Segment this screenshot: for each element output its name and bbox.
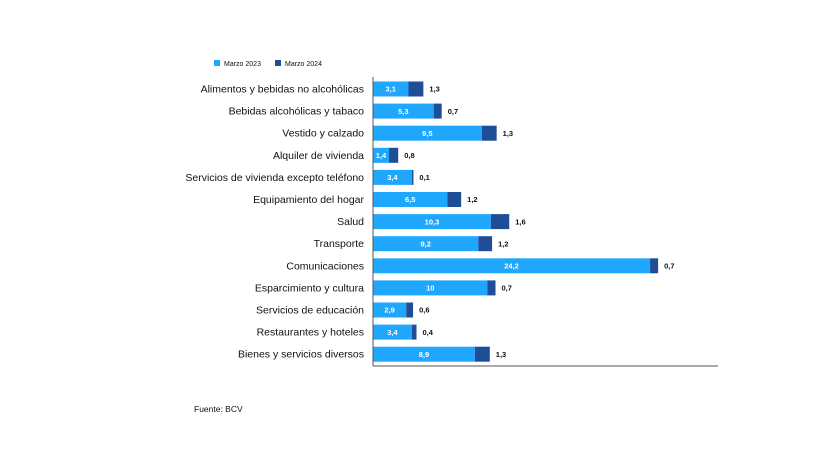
category-label: Bienes y servicios diversos <box>238 349 364 361</box>
bar-marzo-2024 <box>650 258 659 274</box>
data-label-marzo-2023: 3,1 <box>386 85 396 94</box>
category-label: Servicios de vivienda excepto teléfono <box>185 172 364 184</box>
category-label: Restaurantes y hoteles <box>257 327 364 339</box>
bar-marzo-2023 <box>373 125 482 141</box>
data-label-marzo-2023: 2,9 <box>384 306 394 315</box>
data-label-marzo-2024: 1,2 <box>498 239 508 248</box>
data-label-marzo-2024: 1,6 <box>515 217 525 226</box>
bar-marzo-2024 <box>433 103 442 119</box>
category-label: Alimentos y bebidas no alcohólicas <box>201 84 364 96</box>
data-label-marzo-2023: 3,4 <box>387 328 398 337</box>
bar-marzo-2024 <box>487 280 496 296</box>
category-label: Esparcimiento y cultura <box>255 282 364 294</box>
bar-marzo-2023 <box>373 147 390 163</box>
bar-marzo-2024 <box>406 302 414 318</box>
bar-marzo-2023 <box>373 81 409 97</box>
legend-marzo-2024-label: Marzo 2024 <box>285 61 322 68</box>
bar-marzo-2024 <box>478 236 493 252</box>
category-label: Equipamiento del hogar <box>253 194 364 206</box>
data-label-marzo-2024: 0,7 <box>502 284 512 293</box>
data-label-marzo-2024: 0,1 <box>419 173 429 182</box>
data-label-marzo-2023: 6,5 <box>405 195 415 204</box>
data-label-marzo-2023: 10 <box>426 284 434 293</box>
data-label-marzo-2024: 1,2 <box>467 195 477 204</box>
category-label: Comunicaciones <box>286 260 364 272</box>
category-labels: Alimentos y bebidas no alcohólicas Bebida… <box>185 84 364 361</box>
bar-marzo-2023 <box>373 169 412 185</box>
bar-marzo-2024 <box>389 147 399 163</box>
data-label-marzo-2024: 1,3 <box>496 350 506 359</box>
legend-marzo-2023-swatch <box>214 60 220 66</box>
data-label-marzo-2023: 24,2 <box>504 262 519 271</box>
bar-marzo-2024 <box>447 192 462 207</box>
axes <box>372 77 718 367</box>
bar-marzo-2023 <box>373 280 488 296</box>
data-label-marzo-2024: 0,6 <box>419 306 429 315</box>
category-label: Vestido y calzado <box>282 128 364 140</box>
data-label-marzo-2023: 3,4 <box>387 173 398 182</box>
data-label-marzo-2024: 0,7 <box>664 262 674 271</box>
bars: 3,1 1,3 5,3 0,7 9,5 1,3 1,4 0,8 3,4 0,1 6,5 1,2 10,3… <box>373 81 675 362</box>
data-label-marzo-2023: 5,3 <box>398 107 408 116</box>
bar-marzo-2023 <box>373 302 407 318</box>
data-label-marzo-2024: 0,4 <box>423 328 434 337</box>
legend-marzo-2024-swatch <box>275 60 281 66</box>
data-label-marzo-2023: 1,4 <box>376 151 387 160</box>
data-label-marzo-2024: 0,7 <box>448 107 458 116</box>
category-label: Transporte <box>314 238 365 250</box>
data-label-marzo-2023: 9,2 <box>420 239 430 248</box>
data-label-marzo-2023: 8,9 <box>419 350 429 359</box>
bar-marzo-2024 <box>408 81 424 97</box>
data-label-marzo-2023: 10,3 <box>425 217 440 226</box>
bar-marzo-2023 <box>373 214 491 230</box>
legend-marzo-2023-label: Marzo 2023 <box>224 61 261 68</box>
source-note: Fuente: BCV <box>194 404 243 414</box>
bar-marzo-2024 <box>411 169 414 185</box>
category-label: Alquiler de vivienda <box>273 150 364 162</box>
category-label: Bebidas alcohólicas y tabaco <box>229 106 365 118</box>
bar-marzo-2024 <box>490 214 510 230</box>
bar-marzo-2023 <box>373 103 434 119</box>
bar-marzo-2024 <box>474 346 490 362</box>
bar-marzo-2024 <box>481 125 497 141</box>
bar-marzo-2023 <box>373 236 479 252</box>
data-label-marzo-2024: 1,3 <box>503 129 513 138</box>
category-label: Servicios de educación <box>256 305 364 317</box>
bar-marzo-2023 <box>373 324 412 340</box>
legend: Marzo 2023 Marzo 2024 <box>214 60 322 68</box>
data-label-marzo-2024: 0,8 <box>404 151 414 160</box>
bar-marzo-2023 <box>373 258 651 274</box>
bar-marzo-2024 <box>411 324 417 340</box>
bar-marzo-2023 <box>373 192 448 207</box>
bar-marzo-2023 <box>373 346 475 362</box>
category-label: Salud <box>337 216 364 228</box>
data-label-marzo-2024: 1,3 <box>429 85 439 94</box>
data-label-marzo-2023: 9,5 <box>422 129 432 138</box>
